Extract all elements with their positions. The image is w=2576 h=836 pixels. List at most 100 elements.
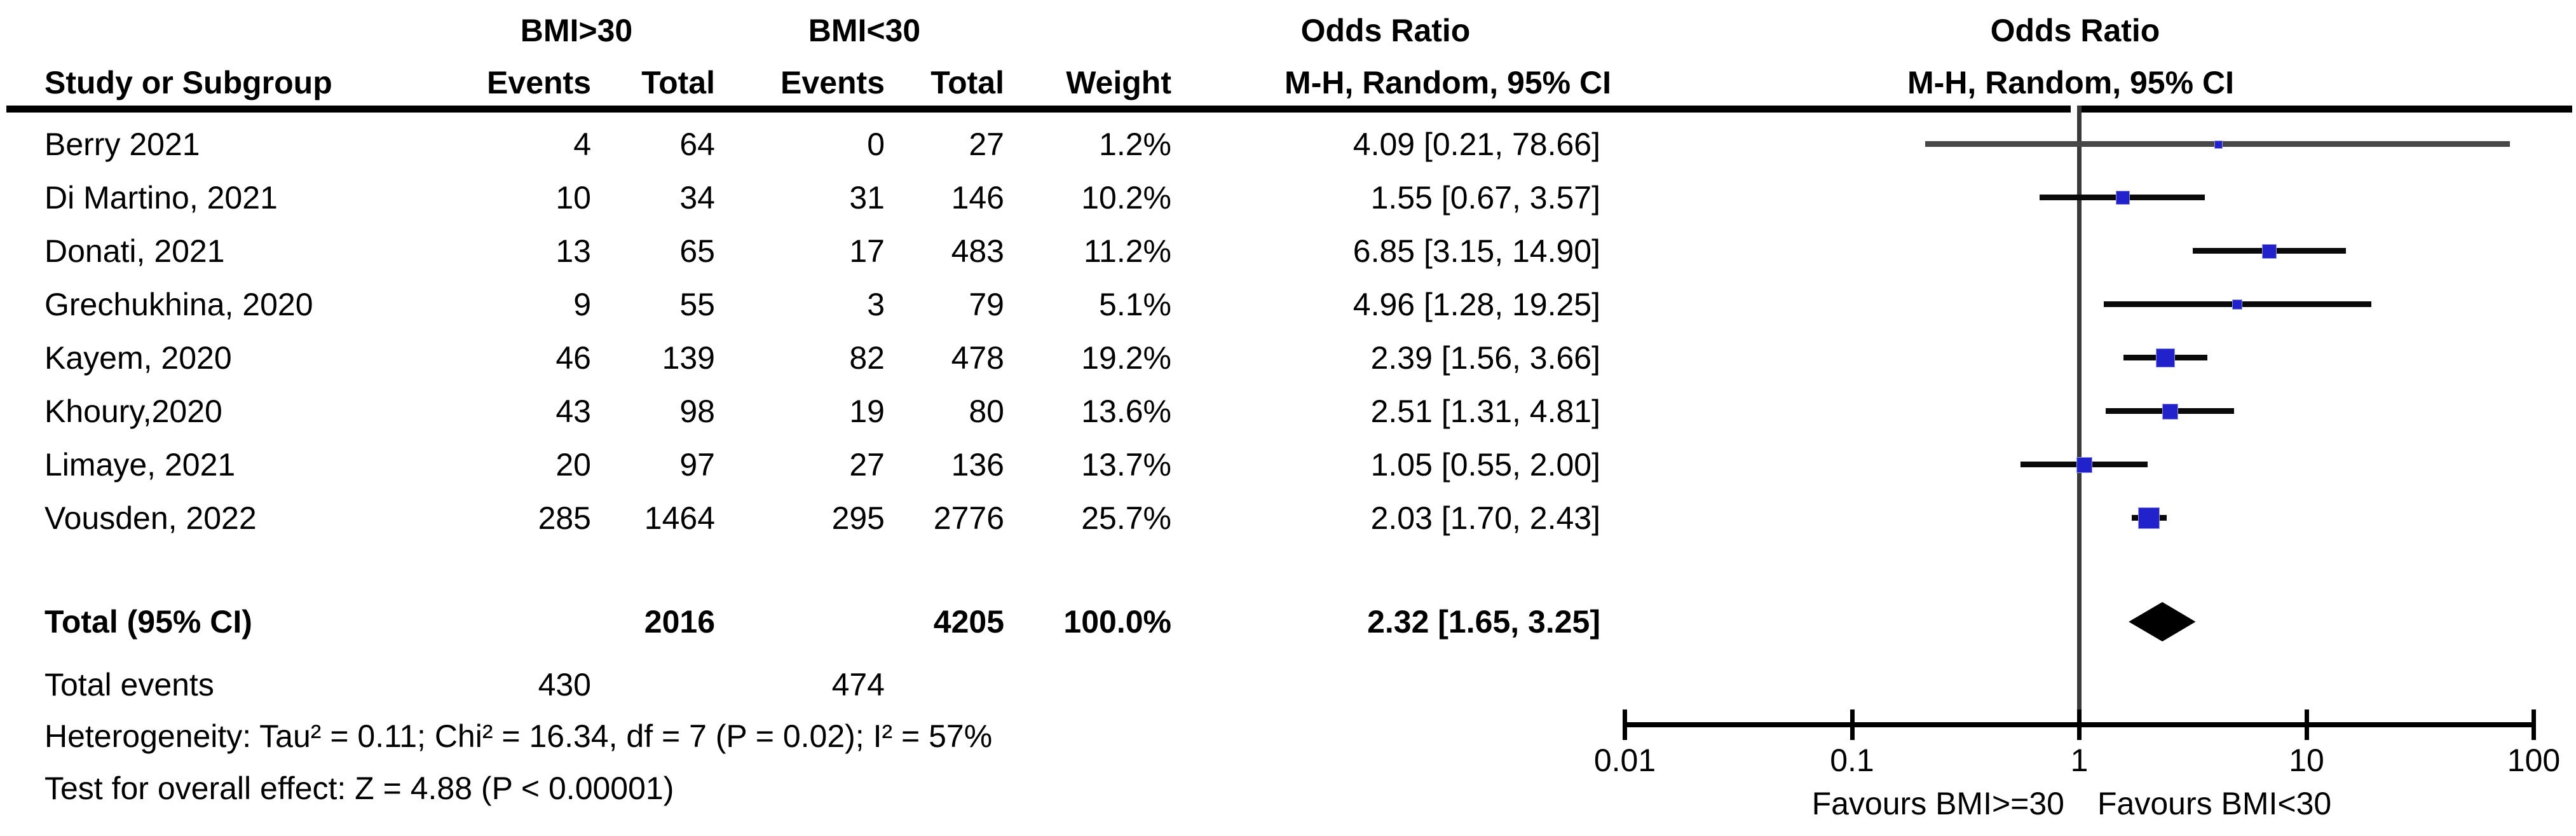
study-name: Di Martino, 2021 [44, 180, 278, 216]
effect-square [2115, 191, 2130, 205]
cell-total1: 55 [679, 287, 715, 322]
cell-total1: 64 [679, 127, 715, 162]
null-effect-line [2077, 106, 2082, 725]
cell-events1: 9 [573, 287, 591, 322]
cell-weight_label: 10.2% [1081, 180, 1171, 216]
group-header-bmi-over-30: BMI>30 [520, 13, 633, 48]
x-axis-tick-label: 10 [2289, 743, 2324, 778]
weight-column-header: Weight [1066, 65, 1171, 100]
x-axis-tick-label: 0.1 [1830, 743, 1874, 778]
effect-square [2076, 456, 2092, 473]
cell-events1: 10 [555, 180, 591, 216]
study-name: Khoury,2020 [44, 394, 222, 429]
cell-events2: 27 [849, 447, 885, 483]
cell-weight_label: 25.7% [1081, 500, 1171, 536]
cell-or_ci_label: 2.51 [1.31, 4.81] [1370, 394, 1600, 429]
cell-weight_label: 13.7% [1081, 447, 1171, 483]
x-axis-tick [1623, 709, 1627, 740]
cell-events2: 0 [867, 127, 885, 162]
cell-or_ci_label: 4.96 [1.28, 19.25] [1353, 287, 1600, 322]
effect-square [2261, 243, 2277, 259]
favours-left-label: Favours BMI>=30 [1811, 786, 2064, 821]
cell-weight_label: 5.1% [1099, 287, 1171, 322]
total-events-label: Total events [44, 667, 214, 702]
cell-or_ci_label: 1.05 [0.55, 2.00] [1370, 447, 1600, 483]
favours-right-label: Favours BMI<30 [2097, 786, 2332, 821]
effect-square [2138, 507, 2160, 529]
total-events-cell-2: 474 [831, 667, 885, 702]
header-separator-left [6, 106, 2071, 113]
x-axis-tick [2077, 709, 2082, 740]
study-column-header: Study or Subgroup [44, 65, 332, 100]
total-cell-total1: 2016 [644, 604, 715, 640]
cell-events2: 82 [849, 340, 885, 376]
study-name: Donati, 2021 [44, 233, 225, 269]
odds-ratio-header-text-col: Odds Ratio [1300, 13, 1471, 48]
cell-total2: 80 [969, 394, 1004, 429]
x-axis-tick-label: 1 [2070, 743, 2089, 778]
total-row-label: Total (95% CI) [44, 604, 252, 640]
cell-total2: 136 [951, 447, 1004, 483]
effect-square [2155, 348, 2175, 367]
cell-events1: 285 [538, 500, 591, 536]
total1-column-header: Total [641, 65, 715, 100]
heterogeneity-stats: Heterogeneity: Tau² = 0.11; Chi² = 16.34… [44, 718, 993, 754]
total-cell-weight: 100.0% [1063, 604, 1171, 640]
pooled-diamond [2129, 602, 2196, 641]
cell-or_ci_label: 2.03 [1.70, 2.43] [1370, 500, 1600, 536]
cell-events2: 31 [849, 180, 885, 216]
study-name: Kayem, 2020 [44, 340, 232, 376]
cell-weight_label: 13.6% [1081, 394, 1171, 429]
cell-events1: 20 [555, 447, 591, 483]
cell-or_ci_label: 1.55 [0.67, 3.57] [1370, 180, 1600, 216]
study-name: Limaye, 2021 [44, 447, 236, 483]
study-name: Vousden, 2022 [44, 500, 257, 536]
x-axis-tick [2532, 709, 2536, 740]
cell-total2: 79 [969, 287, 1004, 322]
cell-events2: 295 [831, 500, 885, 536]
total-cell-total2: 4205 [933, 604, 1004, 640]
cell-or_ci_label: 4.09 [0.21, 78.66] [1353, 127, 1600, 162]
x-axis-tick [1850, 709, 1855, 740]
cell-total2: 483 [951, 233, 1004, 269]
cell-weight_label: 11.2% [1083, 233, 1171, 269]
cell-events1: 43 [555, 394, 591, 429]
cell-total2: 478 [951, 340, 1004, 376]
cell-events1: 4 [573, 127, 591, 162]
cell-events1: 46 [555, 340, 591, 376]
cell-weight_label: 19.2% [1081, 340, 1171, 376]
odds-ratio-header-plot-col: Odds Ratio [1990, 13, 2160, 48]
study-name: Berry 2021 [44, 127, 200, 162]
total2-column-header: Total [930, 65, 1004, 100]
cell-or_ci_label: 2.39 [1.56, 3.66] [1370, 340, 1600, 376]
x-axis-tick [2304, 709, 2309, 740]
cell-events2: 17 [849, 233, 885, 269]
cell-total2: 27 [969, 127, 1004, 162]
group-header-bmi-under-30: BMI<30 [808, 13, 921, 48]
cell-weight_label: 1.2% [1099, 127, 1171, 162]
effect-square [2214, 140, 2223, 149]
cell-or_ci_label: 6.85 [3.15, 14.90] [1353, 233, 1600, 269]
events2-column-header: Events [780, 65, 885, 100]
header-separator-right [2082, 106, 2572, 113]
study-name: Grechukhina, 2020 [44, 287, 313, 322]
overall-effect-stats: Test for overall effect: Z = 4.88 (P < 0… [44, 771, 674, 806]
mh-random-header-plot-col: M-H, Random, 95% CI [1907, 65, 2234, 100]
events1-column-header: Events [487, 65, 591, 100]
cell-total1: 34 [679, 180, 715, 216]
cell-total1: 1464 [644, 500, 715, 536]
cell-total2: 2776 [933, 500, 1004, 536]
cell-events1: 13 [555, 233, 591, 269]
cell-total1: 65 [679, 233, 715, 269]
total-events-cell-1: 430 [538, 667, 591, 702]
cell-events2: 3 [867, 287, 885, 322]
total-cell-or-ci: 2.32 [1.65, 3.25] [1367, 604, 1600, 640]
effect-square [2162, 403, 2178, 420]
cell-total1: 139 [662, 340, 715, 376]
x-axis-tick-label: 100 [2507, 743, 2561, 778]
cell-total1: 97 [679, 447, 715, 483]
cell-total2: 146 [951, 180, 1004, 216]
x-axis-tick-label: 0.01 [1593, 743, 1656, 778]
